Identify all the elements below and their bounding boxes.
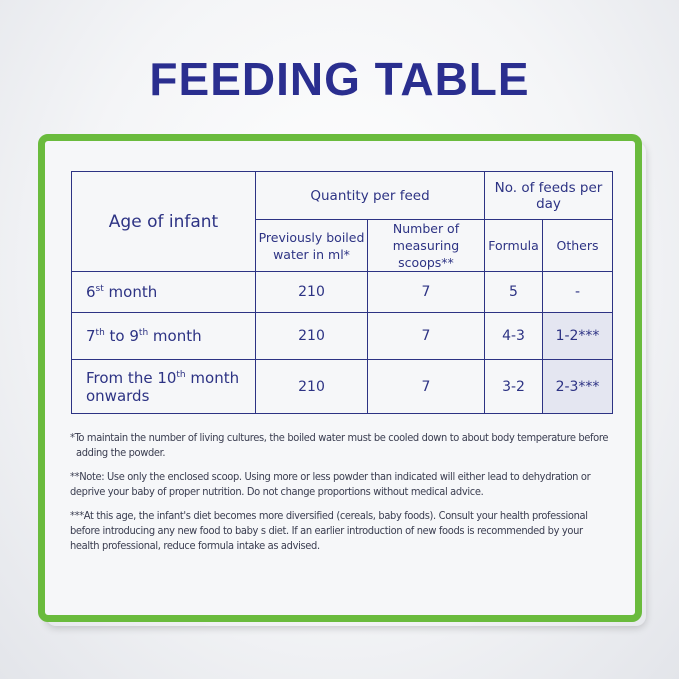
table-row: 7th to 9th month 210 7 4-3 1-2***	[71, 312, 614, 360]
water-header: Previously boiled water in ml*	[255, 219, 368, 272]
scoops-cell: 7	[367, 312, 485, 360]
footnote-text: before introducing any new food to baby …	[70, 524, 583, 537]
scoops-cell: 7	[367, 271, 485, 313]
age-sup: th	[176, 369, 186, 380]
formula-cell: 3-2	[484, 359, 543, 414]
footnote-text: deprive your baby of proper nutrition. D…	[70, 485, 484, 498]
feeds-header: No. of feeds per day	[483, 171, 614, 220]
footnote-text: *To maintain the number of living cultur…	[70, 431, 609, 444]
age-cell: From the 10th month onwards	[71, 359, 256, 414]
table-row: From the 10th month onwards 210 7 3-2 2-3…	[71, 359, 614, 414]
age-cell: 7th to 9th month	[71, 312, 256, 360]
age-text: month	[148, 327, 202, 345]
table-row: 6st month 210 7 5 -	[71, 271, 614, 313]
age-cell: 6st month	[71, 271, 256, 313]
footnote-1: *To maintain the number of living cultur…	[70, 430, 618, 460]
age-text: to 9	[104, 327, 139, 345]
age-text: 6	[86, 283, 96, 301]
formula-cell: 4-3	[484, 312, 543, 360]
footnotes: *To maintain the number of living cultur…	[70, 430, 618, 562]
others-header: Others	[541, 219, 614, 272]
footnote-text: health professional, reduce formula inta…	[70, 539, 320, 552]
footnote-text: ***At this age, the infant's diet become…	[70, 509, 588, 522]
age-sup: st	[95, 284, 104, 294]
others-cell: -	[541, 271, 614, 313]
others-cell: 2-3***	[541, 359, 614, 414]
others-cell: 1-2***	[541, 312, 614, 360]
water-cell: 210	[255, 359, 368, 414]
age-text: onwards	[86, 386, 150, 405]
footnote-text: **Note: Use only the enclosed scoop. Usi…	[70, 470, 591, 483]
footnote-text: adding the powder.	[76, 446, 166, 459]
age-header: Age of infant	[71, 171, 256, 272]
age-text: month	[185, 368, 240, 387]
footnote-3: ***At this age, the infant's diet become…	[70, 508, 618, 553]
scoops-header: Number of measuring scoops**	[367, 219, 485, 272]
age-text: month	[103, 283, 158, 301]
age-text: 7	[86, 327, 96, 345]
age-text: From the 10	[86, 368, 177, 387]
page-title: FEEDING TABLE	[149, 53, 530, 105]
feeding-table: Age of infant Quantity per feed No. of f…	[71, 171, 614, 414]
age-sup: th	[138, 328, 149, 338]
scoops-cell: 7	[367, 359, 485, 414]
age-sup: th	[95, 328, 105, 338]
footnote-2: **Note: Use only the enclosed scoop. Usi…	[70, 469, 618, 499]
formula-header: Formula	[484, 219, 543, 272]
formula-cell: 5	[484, 271, 543, 313]
water-cell: 210	[255, 312, 368, 360]
water-cell: 210	[255, 271, 368, 313]
quantity-header: Quantity per feed	[255, 171, 485, 220]
